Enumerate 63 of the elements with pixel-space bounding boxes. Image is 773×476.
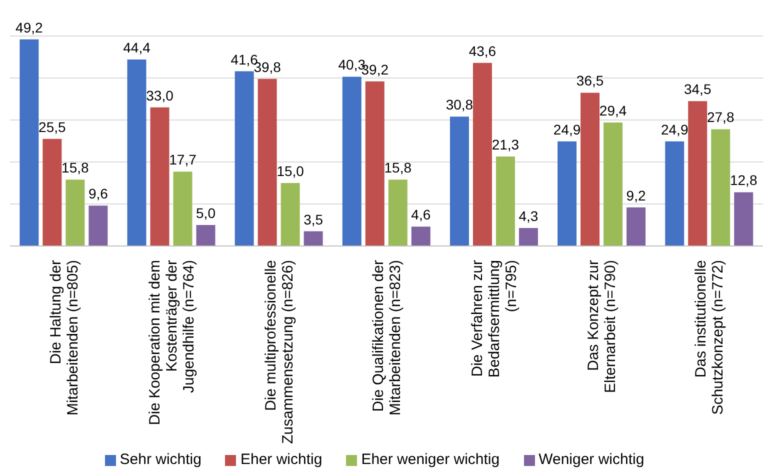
x-tick-label: Das Konzept zur Elternarbeit (n=790) [585,260,620,393]
bar [604,122,623,246]
data-label: 49,2 [16,19,44,36]
data-label: 24,9 [660,121,688,138]
legend-label: Eher wichtig [240,451,322,468]
bar [365,81,384,246]
data-label: 34,5 [684,81,712,98]
bar [688,101,708,246]
bar [258,78,277,246]
bar [558,141,577,246]
data-label: 36,5 [576,72,604,89]
bar [580,92,600,246]
data-label: 44,4 [123,40,151,56]
legend-label: Eher weniger wichtig [361,451,500,468]
data-label: 4,6 [411,206,431,223]
data-label: 29,4 [599,102,627,119]
legend-label: Sehr wichtig [120,451,202,468]
bar [472,62,492,246]
data-label: 24,9 [553,121,581,138]
bar [280,183,300,246]
bar [42,138,62,246]
data-label: 5,0 [196,205,216,221]
data-label: 25,5 [38,118,66,135]
data-label: 30,8 [446,96,474,113]
bar [711,129,730,246]
bar [342,76,362,246]
bar [626,207,646,246]
x-tick-label: Die Haltung der Mitarbeitenden (n=805) [47,260,82,416]
bar [304,231,323,246]
x-tick-label: Die multiprofessionelle Zusammensetzung (n=826) [262,260,296,444]
x-tick-label: Das institutionelle Schutzkonzept (n=772) [692,260,727,415]
bar [496,156,515,246]
bar [411,226,430,246]
data-label: 15,8 [62,160,90,176]
bar [66,180,85,246]
data-label: 43,6 [468,42,496,59]
data-label: 21,3 [492,136,520,153]
bar [88,206,108,246]
bar [20,39,39,246]
bar [127,60,146,246]
data-label: 9,2 [626,187,646,204]
x-tick-label: Die Kooperation mit dem Kostenträger der Jugendhilfe (n=764) [146,260,198,426]
x-tick-label: Die Qualifikationen der Mitarbeitenden (n=823) [370,260,404,416]
x-tick-label: Die Verfahren zur Bedarfsermittlung (n=795) [469,260,520,378]
bar [196,225,216,246]
bar [450,116,469,246]
bar [150,107,170,246]
bar [388,180,408,246]
legend-label: Weniger wichtig [538,451,644,468]
bar [518,228,538,246]
data-label: 3,5 [304,211,324,228]
bar [734,192,754,246]
data-label: 27,8 [706,109,734,126]
bar [173,172,192,246]
bar [234,71,254,246]
data-label: 9,6 [88,186,108,202]
bar [665,141,684,246]
data-label: 33,0 [146,87,174,104]
data-label: 15,0 [276,163,304,179]
data-label: 4,3 [518,208,538,224]
data-label: 15,8 [384,160,412,176]
data-label: 17,7 [169,152,197,168]
data-label: 12,8 [730,172,758,188]
